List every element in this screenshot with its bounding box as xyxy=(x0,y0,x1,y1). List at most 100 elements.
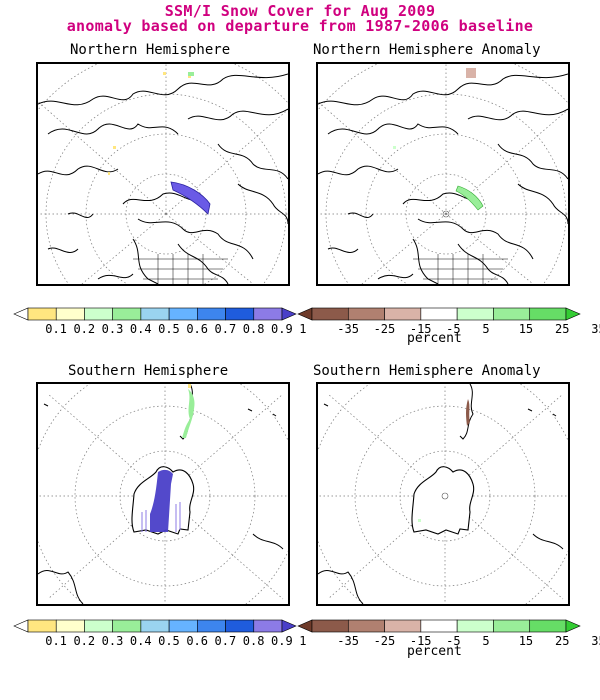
sh-anomaly-panel-title: Southern Hemisphere Anomaly xyxy=(313,363,541,379)
nh-coastlines xyxy=(38,73,288,284)
nh-negative-anomaly-patch xyxy=(466,68,476,78)
colorbar-tick-label: 0.9 xyxy=(271,322,293,336)
colorbar-swatch xyxy=(197,307,226,321)
colorbar-swatch xyxy=(347,307,385,321)
colorbar-tick-label: -5 xyxy=(446,322,461,336)
colorbar-swatch xyxy=(384,307,422,321)
colorbar-tick-label: 15 xyxy=(518,322,534,336)
colorbar-swatch xyxy=(112,619,142,633)
anomaly-colorbar-top xyxy=(297,307,581,321)
nh-snow-patch xyxy=(188,72,194,76)
colorbar-swatch xyxy=(347,619,385,633)
colorbar-swatch xyxy=(253,619,283,633)
colorbar-tick-label: 35 xyxy=(591,322,600,336)
colorbar-tick-label: 0.1 xyxy=(45,634,67,648)
andes-snow-cover xyxy=(182,389,195,438)
nh-positive-anomaly-spot xyxy=(393,146,396,149)
colorbar-tick-label: 1 xyxy=(299,322,307,336)
colorbar-swatch xyxy=(297,307,313,321)
colorbar-tick-label: 0.3 xyxy=(101,634,124,648)
colorbar-swatch xyxy=(55,619,85,633)
antarctica-anomaly-outline xyxy=(411,466,475,535)
colorbar-tick-label: 35 xyxy=(591,634,600,648)
colorbar-tick-label: 0.3 xyxy=(101,322,124,336)
colorbar-tick-label: 0.6 xyxy=(186,634,209,648)
colorbar-tick-label: 0.4 xyxy=(129,322,152,336)
colorbar-tick-label: 0.2 xyxy=(73,322,96,336)
sh-snow-map xyxy=(36,382,290,606)
colorbar-swatch xyxy=(27,619,57,633)
colorbar-swatch xyxy=(84,307,113,321)
colorbar-tick-label: 0.4 xyxy=(129,634,152,648)
colorbar-swatch xyxy=(225,307,255,321)
sh-anomaly-map xyxy=(316,382,570,606)
colorbar-tick-label: 5 xyxy=(482,634,490,648)
nh-sparse-snow xyxy=(108,72,191,175)
anomaly-colorbar-bottom xyxy=(297,619,581,633)
colorbar-swatch xyxy=(529,619,567,633)
map-title: SSM/I Snow Cover for Aug 2009 xyxy=(164,2,436,20)
colorbar-swatch xyxy=(225,619,255,633)
colorbar-swatch xyxy=(493,307,531,321)
greenland-positive-anomaly xyxy=(455,185,484,211)
colorbar-swatch xyxy=(112,307,142,321)
colorbar-tick-label: 0.9 xyxy=(271,634,293,648)
colorbar-swatch xyxy=(140,619,170,633)
colorbar-tick-label: -15 xyxy=(409,634,432,648)
nh-anomaly-panel-title: Northern Hemisphere Anomaly xyxy=(313,42,541,58)
nh-snow-map xyxy=(36,62,290,286)
colorbar-tick-label: -15 xyxy=(409,322,432,336)
colorbar-swatch xyxy=(13,307,29,321)
colorbar-swatch xyxy=(565,307,581,321)
andes-sparse-snow xyxy=(188,384,191,388)
nh-anomaly-graticule xyxy=(318,64,568,284)
snow-colorbar-bottom xyxy=(13,619,297,633)
nh-anomaly-state-borders xyxy=(413,254,508,284)
colorbar-swatch xyxy=(420,619,458,633)
colorbar-swatch xyxy=(565,619,581,633)
colorbar-tick-label: 0.1 xyxy=(45,322,67,336)
nh-state-borders xyxy=(133,254,228,284)
colorbar-tick-label: -25 xyxy=(373,322,396,336)
andes-negative-anomaly xyxy=(466,399,470,426)
anomaly-units-label-bottom: percent xyxy=(407,644,462,659)
colorbar-tick-label: 0.2 xyxy=(73,634,96,648)
colorbar-swatch xyxy=(13,619,29,633)
sh-anomaly-coastlines xyxy=(318,384,564,604)
colorbar-tick-label: 1 xyxy=(299,634,307,648)
nh-anomaly-map xyxy=(316,62,570,286)
colorbar-swatch xyxy=(197,619,226,633)
colorbar-swatch xyxy=(168,307,198,321)
colorbar-tick-label: 15 xyxy=(518,634,534,648)
nh-graticule xyxy=(38,64,288,284)
colorbar-swatch xyxy=(297,619,313,633)
colorbar-tick-label: -25 xyxy=(373,634,396,648)
colorbar-swatch xyxy=(84,619,113,633)
colorbar-swatch xyxy=(456,619,494,633)
colorbar-swatch xyxy=(456,307,494,321)
colorbar-tick-label: 25 xyxy=(555,322,570,336)
colorbar-swatch xyxy=(55,307,85,321)
colorbar-tick-label: 0.7 xyxy=(214,634,237,648)
colorbar-tick-label: 0.8 xyxy=(242,322,265,336)
colorbar-swatch xyxy=(281,619,297,633)
colorbar-swatch xyxy=(529,307,567,321)
colorbar-swatch xyxy=(140,307,170,321)
colorbar-tick-label: 25 xyxy=(555,634,570,648)
antarctic-snow-streaks xyxy=(141,502,181,532)
colorbar-tick-label: 0.5 xyxy=(158,322,180,336)
colorbar-swatch xyxy=(493,619,531,633)
colorbar-tick-label: 0.7 xyxy=(214,322,237,336)
colorbar-swatch xyxy=(420,307,458,321)
antarctic-positive-anomaly xyxy=(418,519,421,522)
snow-colorbar-top xyxy=(13,307,297,321)
colorbar-tick-label: 0.6 xyxy=(186,322,209,336)
antarctic-snow-cover xyxy=(150,469,173,532)
north-pole-hole xyxy=(442,210,450,218)
sh-panel-title: Southern Hemisphere xyxy=(68,363,229,379)
colorbar-swatch xyxy=(253,307,283,321)
colorbar-swatch xyxy=(27,307,57,321)
map-subtitle: anomaly based on departure from 1987-200… xyxy=(66,17,534,35)
colorbar-swatch xyxy=(384,619,422,633)
colorbar-tick-label: 0.5 xyxy=(158,634,180,648)
